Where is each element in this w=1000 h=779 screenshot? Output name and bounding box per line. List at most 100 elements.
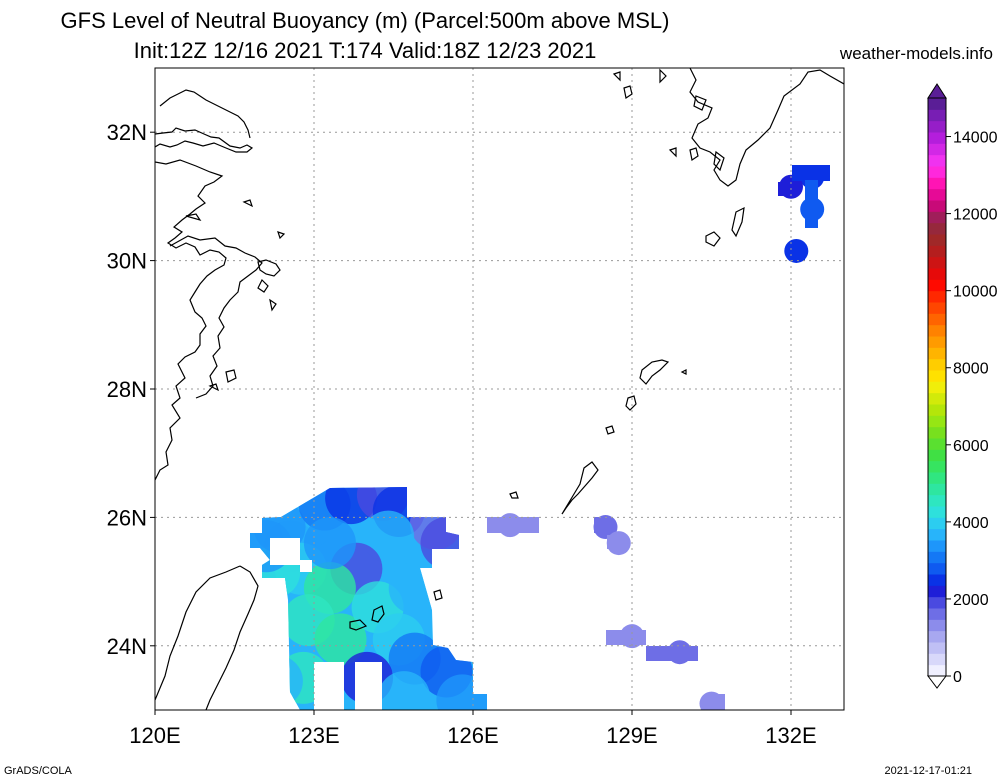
tick-label-lon-123: 123E xyxy=(288,723,339,748)
colorbar-band-13 xyxy=(928,517,946,530)
field-patch-9 xyxy=(792,245,805,261)
colorbar-band-34 xyxy=(928,279,946,292)
colorbar-band-1 xyxy=(928,653,946,666)
field-point-16 xyxy=(314,613,367,666)
colorbar-band-3 xyxy=(928,630,946,643)
colorbar-band-46 xyxy=(928,143,946,156)
field-patch-1 xyxy=(594,517,607,533)
colorbar-band-39 xyxy=(928,222,946,235)
colorbar-label-12000: 12000 xyxy=(953,207,998,224)
yakushima xyxy=(705,231,721,247)
field-patch-3 xyxy=(606,630,646,645)
okinoerabu xyxy=(605,425,615,435)
field-patch-6 xyxy=(792,165,830,181)
field-patch-4 xyxy=(646,646,698,661)
field-point-23 xyxy=(388,562,441,615)
colorbar-band-45 xyxy=(928,154,946,167)
field-patch-7 xyxy=(778,182,794,196)
colorbar-band-9 xyxy=(928,562,946,575)
hangzhou-bay-shore xyxy=(169,235,263,399)
tick-label-lat-24: 24N xyxy=(107,634,147,659)
colorbar-label-6000: 6000 xyxy=(953,438,989,455)
colorbar-band-12 xyxy=(928,528,946,541)
colorbar-band-6 xyxy=(928,596,946,609)
colorbar-label-14000: 14000 xyxy=(953,130,998,147)
colorbar-bottom-arrow xyxy=(927,675,947,689)
colorbar-band-17 xyxy=(928,472,946,484)
colorbar-band-22 xyxy=(928,415,946,428)
colorbar-band-37 xyxy=(928,245,946,258)
hirado xyxy=(659,68,667,84)
colorbar-band-0 xyxy=(928,664,946,677)
colorbar-band-48 xyxy=(928,120,946,133)
tick-label-lon-126: 126E xyxy=(447,723,498,748)
colorbar-band-47 xyxy=(928,132,946,144)
field-gap-2 xyxy=(270,538,300,565)
colorbar-band-43 xyxy=(928,177,946,190)
footer-credit: GrADS/COLA xyxy=(4,765,72,777)
coastlines xyxy=(155,68,844,710)
field-patch-5 xyxy=(712,694,725,710)
colorbar-band-41 xyxy=(928,200,946,212)
colorbar-band-26 xyxy=(928,370,946,382)
colorbar-band-14 xyxy=(928,506,946,518)
buoyancy-field xyxy=(250,165,830,710)
tokunoshima xyxy=(625,395,637,411)
colorbar-band-49 xyxy=(928,109,946,122)
colorbar-band-27 xyxy=(928,358,946,371)
koshiki-islands xyxy=(668,147,699,161)
site-label: weather-models.info xyxy=(839,44,993,63)
colorbar-band-50 xyxy=(928,98,946,110)
yangtze-estuary xyxy=(159,89,251,139)
tick-label-lon-132: 132E xyxy=(765,723,816,748)
colorbar-band-30 xyxy=(928,324,946,337)
colorbar-band-33 xyxy=(928,290,946,303)
colorbar-band-4 xyxy=(928,619,946,632)
taiwan-coastline xyxy=(155,565,259,710)
colorbar-band-21 xyxy=(928,426,946,439)
zhoushan-islands xyxy=(185,199,286,392)
field-point-24 xyxy=(303,517,356,570)
tick-label-lat-26: 26N xyxy=(107,505,147,530)
field-point-22 xyxy=(436,674,487,710)
colorbar-band-11 xyxy=(928,540,946,552)
colorbar-band-23 xyxy=(928,404,946,416)
title-line-1: GFS Level of Neutral Buoyancy (m) (Parce… xyxy=(60,8,670,33)
colorbar-band-25 xyxy=(928,381,946,394)
colorbar-label-4000: 4000 xyxy=(953,515,989,532)
colorbar-top-arrow xyxy=(927,83,947,99)
colorbar-frame xyxy=(927,97,947,677)
colorbar-band-5 xyxy=(928,608,946,620)
field-gap-3 xyxy=(300,560,312,572)
colorbar-band-18 xyxy=(928,460,946,473)
colorbar-band-44 xyxy=(928,166,946,178)
colorbar-band-24 xyxy=(928,392,946,405)
tick-label-lat-30: 30N xyxy=(107,249,147,274)
kyushu-coastline xyxy=(689,68,844,187)
field-patch-8 xyxy=(805,180,818,228)
colorbar-band-28 xyxy=(928,347,946,360)
colorbar-label-0: 0 xyxy=(953,669,962,686)
colorbar-band-16 xyxy=(928,483,946,496)
kyushu-inner-bay xyxy=(713,150,725,172)
field-gap-0 xyxy=(314,662,344,710)
colorbar-label-10000: 10000 xyxy=(953,284,998,301)
field-point-11 xyxy=(420,517,473,570)
tick-label-lat-28: 28N xyxy=(107,377,147,402)
colorbar-band-8 xyxy=(928,574,946,586)
title-line-2: Init:12Z 12/16 2021 T:174 Valid:18Z 12/2… xyxy=(133,38,597,63)
miyako-island xyxy=(371,605,385,623)
grid-lines xyxy=(154,68,844,710)
colorbar-label-8000: 8000 xyxy=(953,361,989,378)
colorbar-band-40 xyxy=(928,211,946,224)
colorbar-band-31 xyxy=(928,313,946,326)
field-patch-0 xyxy=(487,517,539,533)
colorbar-label-2000: 2000 xyxy=(953,592,989,609)
colorbar-band-7 xyxy=(928,585,946,598)
field-point-12 xyxy=(362,510,415,563)
map-axes: 120E 123E 126E 129E 132E 24N 26N 28N 30N 32N xyxy=(107,120,817,748)
colorbar-band-32 xyxy=(928,302,946,314)
colorbar-band-38 xyxy=(928,234,946,246)
footer-timestamp: 2021-12-17-01:21 xyxy=(884,765,972,777)
